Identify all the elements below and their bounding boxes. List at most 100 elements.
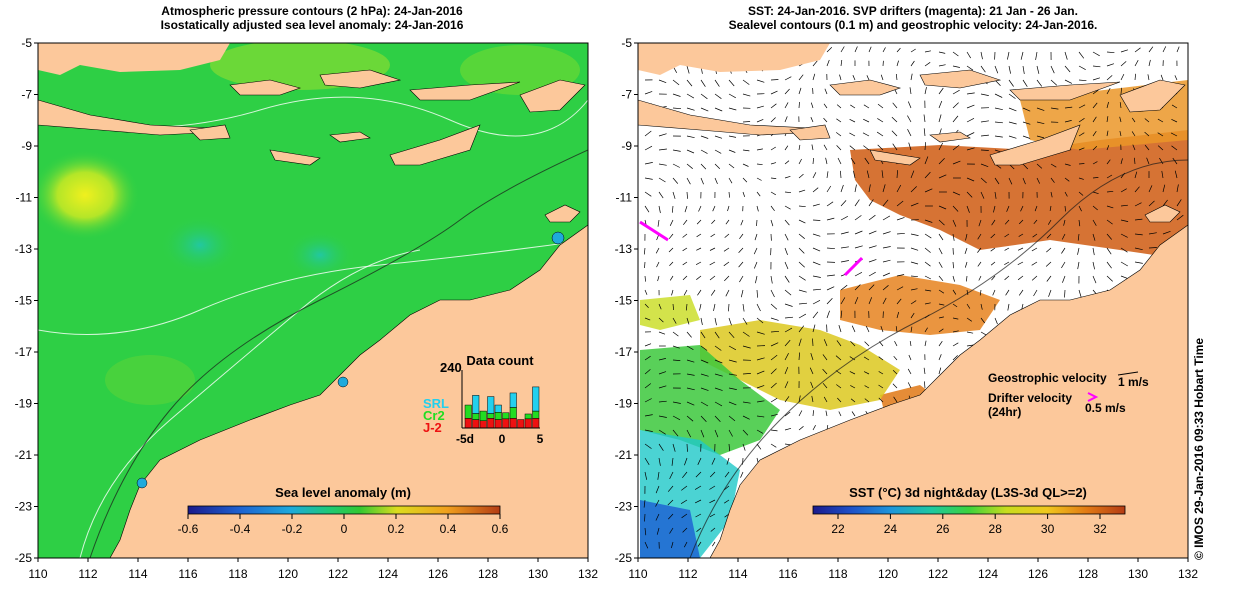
velocity-arrow (784, 160, 790, 165)
velocity-arrow (798, 247, 805, 254)
lon-tick-label: 116 (778, 567, 797, 581)
velocity-arrow (924, 188, 933, 193)
velocity-arrow (994, 121, 1003, 124)
velocity-arrow (1031, 261, 1038, 266)
velocity-arrow (1031, 247, 1038, 252)
velocity-arrow (854, 46, 858, 53)
velocity-arrow (643, 247, 646, 255)
velocity-arrow (966, 104, 975, 109)
island (544, 204, 581, 223)
legend-j2: J-2 (423, 420, 442, 435)
velocity-arrow (727, 205, 730, 212)
velocity-arrow (714, 415, 721, 422)
inset-bar-segment (464, 404, 472, 419)
velocity-arrow (1106, 145, 1110, 151)
lon-tick-label: 132 (1178, 567, 1198, 581)
velocity-arrow (672, 191, 676, 199)
velocity-arrow (850, 398, 856, 403)
velocity-arrow (1131, 117, 1136, 123)
velocity-arrow (742, 443, 746, 451)
velocity-arrow (725, 289, 730, 297)
velocity-arrow (770, 429, 778, 432)
velocity-arrow (742, 373, 751, 375)
velocity-arrow (826, 59, 830, 67)
velocity-arrow (952, 65, 960, 68)
velocity-arrow (1092, 191, 1099, 195)
velocity-arrow (1020, 205, 1024, 212)
velocity-arrow (882, 231, 891, 235)
velocity-arrow (923, 367, 926, 375)
velocity-arrow (851, 411, 856, 417)
velocity-arrow (644, 289, 648, 295)
velocity-arrow (697, 457, 702, 465)
velocity-arrow (700, 387, 709, 391)
velocity-arrow (893, 396, 898, 403)
velocity-arrow (710, 527, 716, 532)
velocity-arrow (742, 121, 751, 123)
velocity-arrow (1148, 59, 1151, 67)
velocity-arrow (994, 65, 999, 74)
velocity-arrow (672, 79, 680, 86)
velocity-arrow (1046, 233, 1052, 239)
velocity-arrow (684, 205, 688, 213)
velocity-arrow (854, 184, 857, 193)
velocity-arrow (1134, 60, 1139, 67)
velocity-arrow (853, 170, 856, 179)
colorbar-tick-label: 24 (884, 522, 898, 536)
lon-tick-label: 118 (228, 567, 247, 581)
velocity-arrow (1106, 116, 1109, 123)
velocity-arrow (698, 205, 702, 212)
velocity-arrow (728, 93, 736, 99)
velocity-arrow (1162, 46, 1167, 53)
velocity-arrow (924, 247, 931, 253)
axis-ticks: 110 112 114 116 118 120 122 124 126 128 130 132 -5 -7… (15, 36, 1199, 581)
velocity-arrow (700, 163, 707, 170)
velocity-arrow (849, 145, 856, 151)
velocity-arrow (1018, 219, 1024, 225)
velocity-arrow (826, 46, 833, 53)
australia-land (709, 224, 1188, 558)
velocity-arrow (742, 317, 748, 325)
velocity-arrow (852, 75, 856, 81)
inset-bar-segment (509, 392, 517, 408)
velocity-arrow (863, 118, 870, 123)
velocity-arrow (671, 541, 674, 549)
lon-tick-label: 124 (378, 567, 398, 581)
velocity-arrow (1092, 205, 1098, 211)
velocity-arrow (964, 261, 968, 268)
velocity-arrow (924, 142, 926, 151)
velocity-arrow (1157, 132, 1164, 137)
velocity-arrow (756, 289, 758, 298)
velocity-arrow (1064, 65, 1071, 73)
velocity-arrow (712, 205, 716, 212)
left-title: Atmospheric pressure contours (2 hPa): 2… (37, 4, 587, 32)
velocity-arrow (700, 359, 709, 364)
velocity-arrow (770, 162, 777, 165)
velocity-arrow (1047, 219, 1052, 225)
velocity-arrow (878, 371, 884, 375)
lon-tick-label: 114 (128, 567, 147, 581)
velocity-arrow (1106, 190, 1114, 193)
sla-colorbar-title: Sea level anomaly (m) (275, 485, 411, 500)
velocity-arrow (1092, 161, 1098, 165)
lat-tick-label: -7 (21, 88, 32, 102)
velocity-arrow (924, 219, 933, 223)
velocity-arrow (682, 261, 688, 266)
velocity-arrow (728, 429, 733, 437)
depth-contour (89, 149, 588, 558)
coastal-tide-gauge (337, 376, 349, 388)
velocity-arrow (1144, 118, 1150, 123)
velocity-arrow (854, 230, 863, 235)
inset-bar-segment (472, 413, 480, 420)
velocity-arrow (882, 184, 886, 193)
velocity-arrow (812, 311, 819, 319)
velocity-arrow (686, 415, 694, 422)
velocity-arrow (714, 79, 720, 87)
velocity-arrow (812, 73, 816, 81)
velocity-arrow (709, 485, 716, 490)
velocity-arrow (1134, 73, 1136, 81)
velocity-arrow (669, 275, 674, 281)
lat-tick-label: -19 (15, 397, 33, 411)
velocity-arrow (822, 368, 828, 375)
velocity-arrow (671, 205, 674, 213)
